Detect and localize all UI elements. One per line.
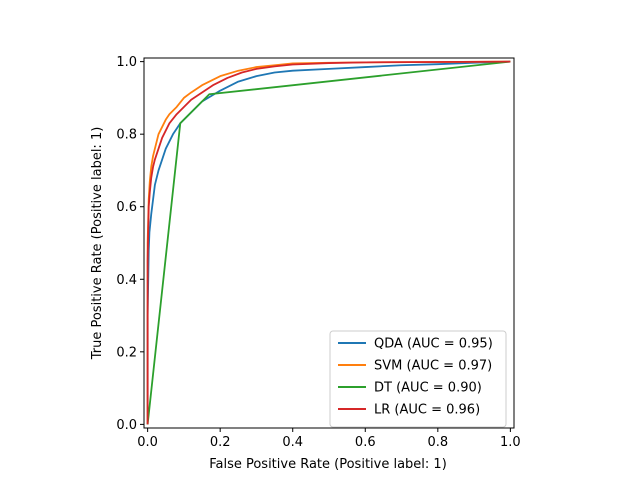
legend-box	[329, 330, 507, 428]
legend-label: LR (AUC = 0.96)	[374, 403, 480, 418]
series-line-lr	[146, 60, 511, 425]
legend-label: DT (AUC = 0.90)	[374, 381, 482, 396]
x-tick-label: 0.0	[137, 435, 158, 450]
x-tick-label: 0.2	[210, 435, 231, 450]
y-tick-label: 0.4	[116, 273, 137, 288]
y-tick-label: 0.2	[116, 345, 137, 360]
y-tick-label: 0.6	[116, 200, 137, 215]
y-tick-label: 0.0	[116, 418, 137, 433]
x-tick-label: 1.0	[500, 435, 521, 450]
legend-label: SVM (AUC = 0.97)	[374, 359, 492, 374]
axis-ticks: 0.0 0.2 0.4 0.6 0.8 1.0 0.0 0.2 0.4 0.6 0.8 1.0	[116, 55, 520, 450]
x-axis-title: False Positive Rate (Positive label: 1)	[209, 457, 447, 472]
series-group	[146, 60, 511, 425]
series-line-svm	[146, 60, 511, 425]
x-tick-label: 0.6	[355, 435, 376, 450]
y-axis-title: True Positive Rate (Positive label: 1)	[90, 127, 105, 361]
plot-area	[143, 57, 515, 429]
x-tick-label: 0.4	[282, 435, 303, 450]
legend-label: QDA (AUC = 0.95)	[374, 337, 493, 352]
legend: QDA (AUC = 0.95) SVM (AUC = 0.97) DT (AUC …	[329, 330, 507, 428]
y-tick-label: 1.0	[116, 55, 137, 70]
series-line-dt	[146, 60, 511, 425]
y-tick-label: 0.8	[116, 128, 137, 143]
x-tick-label: 0.8	[427, 435, 448, 450]
axes-frame	[143, 57, 515, 429]
